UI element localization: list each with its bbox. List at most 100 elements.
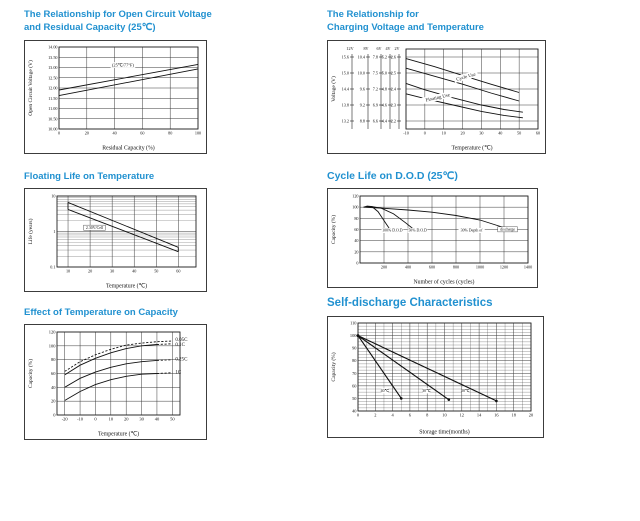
svg-text:5.0: 5.0	[382, 71, 387, 76]
chart-box-charging-voltage: 12V 15.6 15.0 14.4 13.8 13.2 8V 10.4 10.0 9.6 9.2 8…	[327, 40, 546, 154]
svg-text:100: 100	[195, 131, 201, 136]
svg-text:Floating Use: Floating Use	[425, 93, 450, 103]
svg-text:30% Depth of: 30% Depth of	[461, 229, 484, 233]
chart-title-charging-voltage: The Relationship for Charging Voltage an…	[327, 8, 551, 34]
svg-text:10.50: 10.50	[48, 116, 57, 121]
floating-life-vs-temperature-plot: 2.30V/Cell 10 20 30 40 50 60 0.1 1 10 Temperature …	[27, 194, 197, 290]
svg-text:0.1: 0.1	[50, 265, 55, 270]
svg-text:40: 40	[132, 269, 136, 274]
annotation: 20℃	[461, 388, 470, 394]
chart-title-line: Effect of Temperature on Capacity	[24, 307, 178, 318]
svg-text:Temperature (℃): Temperature (℃)	[451, 145, 492, 152]
svg-text:Cycle Use: Cycle Use	[456, 72, 476, 82]
annotation: Cycle Use	[453, 70, 479, 83]
floating-use-upper	[405, 82, 523, 113]
svg-text:20: 20	[85, 131, 89, 136]
svg-text:40: 40	[498, 131, 502, 136]
svg-text:40℃: 40℃	[381, 389, 390, 393]
svg-text:6.6: 6.6	[373, 119, 378, 124]
svg-text:-20: -20	[62, 417, 69, 422]
chart-box-cycle-life: 100% D.O.D 50% D.O.D 30% Depth of discharge…	[327, 188, 538, 288]
self-discharge-characteristics: 40℃ 30℃ 20℃ 0 2 4 6 8 10 12 14 16 18 20 40 50 60 70 80 90 10…	[330, 321, 534, 436]
svg-text:600: 600	[429, 265, 435, 270]
svg-text:4V: 4V	[385, 46, 390, 51]
chart-title-ocv: The Relationship for Open Circuit Voltag…	[24, 8, 239, 34]
svg-text:2V: 2V	[394, 46, 399, 51]
annotation: 40℃	[381, 388, 390, 394]
chart-title-temperature-capacity: Effect of Temperature on Capacity	[24, 306, 239, 319]
chart-card-cycle-life: Cycle Life on D.O.D (25℃) 100% D.O.D 50% …	[327, 170, 551, 288]
svg-text:13.50: 13.50	[48, 55, 57, 60]
svg-text:60: 60	[140, 131, 144, 136]
svg-text:Life (years): Life (years)	[27, 218, 34, 244]
chart-title-line: Cycle Life on D.O.D (25℃)	[327, 170, 458, 182]
svg-text:2: 2	[374, 413, 376, 418]
svg-text:Open Circuit Voltage (V): Open Circuit Voltage (V)	[27, 60, 34, 116]
charging-voltage-vs-temperature-plot: 12V 15.6 15.0 14.4 13.8 13.2 8V 10.4 10.0 9.6 9.2 8…	[330, 46, 540, 152]
svg-text:60: 60	[536, 131, 540, 136]
svg-text:Capacity (%): Capacity (%)	[330, 215, 337, 244]
svg-text:Temperature (℃): Temperature (℃)	[98, 431, 139, 438]
svg-text:10: 10	[442, 131, 446, 136]
svg-text:100: 100	[352, 205, 358, 210]
chart-title-line: Self-discharge Characteristics	[327, 297, 493, 309]
rate-0.25C	[64, 359, 157, 388]
svg-text:12.50: 12.50	[48, 75, 57, 80]
chart-title-line: Charging Voltage and Temperature	[327, 22, 484, 33]
chart-title-cycle-life: Cycle Life on D.O.D (25℃)	[327, 170, 551, 183]
svg-text:1: 1	[53, 229, 55, 234]
storage-30C	[357, 335, 450, 401]
chart-title-floating-life: Floating Life on Temperature	[24, 170, 239, 183]
svg-text:6: 6	[409, 413, 412, 418]
svg-text:15.0: 15.0	[342, 71, 349, 76]
ocv-vs-residual-capacity: (25℃/77°F) 0 20 40 60 80 100 10.00 10.50 11.00 11.…	[27, 45, 201, 152]
svg-text:Temperature (℃): Temperature (℃)	[106, 283, 147, 290]
chart-box-self-discharge: 40℃ 30℃ 20℃ 0 2 4 6 8 10 12 14 16 18 20 40 50 60 70 80 90 10…	[327, 316, 544, 438]
dod-50-percent	[363, 206, 415, 230]
svg-text:0: 0	[356, 261, 358, 266]
multi-voltage-scales: 12V 15.6 15.0 14.4 13.8 13.2 8V 10.4 10.0 9.6 9.2 8…	[342, 46, 401, 129]
svg-text:60: 60	[176, 269, 180, 274]
svg-text:100: 100	[49, 343, 57, 348]
svg-text:0: 0	[58, 131, 60, 136]
svg-text:20: 20	[460, 131, 464, 136]
annotation: 0.25C	[175, 357, 188, 362]
rate-0.05C	[64, 340, 173, 372]
annotation: 0.1C	[175, 343, 185, 348]
svg-text:2.5: 2.5	[391, 71, 396, 76]
dod-30-percent	[363, 206, 511, 230]
svg-text:11.00: 11.00	[48, 106, 57, 111]
svg-text:4.8: 4.8	[382, 87, 387, 92]
svg-text:Storage time(months): Storage time(months)	[419, 429, 469, 436]
chart-title-line: and Residual Capacity (25℃)	[24, 22, 156, 33]
svg-text:1000: 1000	[476, 265, 484, 270]
svg-text:50: 50	[170, 417, 175, 422]
rate-0.1C	[64, 344, 157, 376]
svg-text:6V: 6V	[376, 46, 381, 51]
annotation: discharge	[497, 226, 518, 233]
svg-text:80: 80	[51, 357, 56, 362]
charging-voltage-vs-temperature: 12V 15.6 15.0 14.4 13.8 13.2 8V 10.4 10.0 9.6 9.2 8…	[330, 46, 540, 152]
svg-text:0.1C: 0.1C	[175, 343, 185, 348]
svg-text:10: 10	[109, 417, 114, 422]
svg-text:100: 100	[350, 333, 357, 338]
svg-text:9.6: 9.6	[360, 87, 365, 92]
annotation: 100% D.O.D	[381, 227, 404, 234]
svg-text:13.00: 13.00	[48, 65, 57, 70]
svg-text:discharge: discharge	[500, 228, 515, 232]
svg-text:0: 0	[94, 417, 97, 422]
svg-text:14.4: 14.4	[342, 87, 350, 92]
svg-text:11.50: 11.50	[48, 96, 57, 101]
chart-card-ocv: The Relationship for Open Circuit Voltag…	[24, 8, 239, 154]
svg-text:2.4: 2.4	[391, 87, 397, 92]
ocv-vs-residual-capacity-plot: (25℃/77°F) 0 20 40 60 80 100 10.00 10.50 11.00 11.…	[27, 45, 201, 152]
svg-text:10: 10	[442, 413, 447, 418]
chart-box-ocv: (25℃/77°F) 0 20 40 60 80 100 10.00 10.50 11.00 11.…	[24, 40, 207, 154]
rate-0.25C	[156, 359, 173, 361]
annotation: 1C	[175, 371, 182, 376]
svg-text:110: 110	[350, 321, 357, 326]
svg-text:120: 120	[49, 330, 57, 335]
rate-1C	[64, 373, 157, 401]
svg-text:-10: -10	[77, 417, 84, 422]
svg-text:70: 70	[352, 371, 357, 376]
